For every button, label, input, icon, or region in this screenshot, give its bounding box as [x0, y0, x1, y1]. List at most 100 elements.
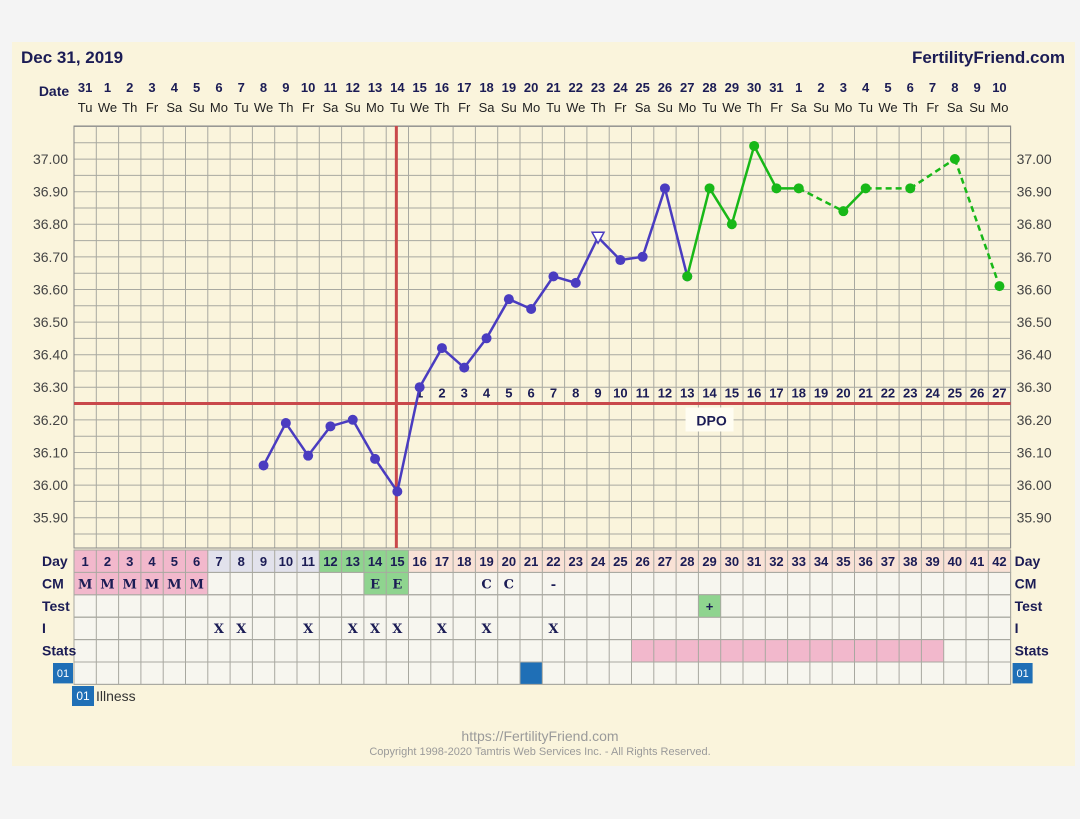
- intercourse-mark: X: [303, 622, 314, 637]
- temp-point: [860, 183, 871, 194]
- date-tick-label: 8: [951, 80, 958, 95]
- date-tick-label: 26: [658, 80, 672, 95]
- cycle-day-label: 33: [792, 554, 806, 569]
- cycle-day-label: 6: [193, 554, 200, 569]
- weekday-tick-label: Mo: [210, 100, 228, 115]
- cycle-day-label: 34: [814, 554, 829, 569]
- weekday-tick-label: Th: [747, 100, 762, 115]
- cycle-day-label: 2: [104, 554, 111, 569]
- illness-cell: [520, 662, 543, 685]
- temp-point: [503, 294, 514, 305]
- date-tick-label: 7: [238, 80, 245, 95]
- cycle-day-label: 42: [992, 554, 1006, 569]
- row-label-left: Day: [42, 553, 68, 569]
- series-segment: [530, 275, 555, 310]
- date-tick-label: 31: [769, 80, 783, 95]
- data-rows: [53, 549, 1033, 685]
- date-tick-label: 5: [193, 80, 200, 95]
- day-cell: [765, 550, 788, 573]
- cycle-day-label: 29: [702, 554, 716, 569]
- stats-cell: [832, 639, 855, 662]
- cm-cell-menses: [185, 572, 208, 595]
- intercourse-mark: X: [392, 622, 403, 637]
- weekday-tick-label: We: [566, 100, 585, 115]
- test-cell: [698, 594, 721, 618]
- row-label-right: I: [1015, 620, 1019, 636]
- cycle-day-label: 32: [769, 554, 783, 569]
- date-tick-label: 9: [974, 80, 981, 95]
- y-tick-label-right: 36.70: [1017, 249, 1052, 265]
- temp-point: [392, 486, 403, 497]
- stats-cell: [720, 639, 743, 662]
- cycle-day-label: 16: [412, 554, 426, 569]
- temp-point: [682, 271, 693, 282]
- series-segment: [418, 347, 444, 388]
- legend: 01 Illness: [72, 686, 136, 706]
- cycle-day-label: 9: [260, 554, 267, 569]
- day-cell: [453, 550, 476, 573]
- stats-cell: [876, 639, 900, 662]
- day-cell: [140, 550, 164, 573]
- series-segment: [663, 188, 689, 277]
- weekday-tick-label: Tu: [390, 100, 405, 115]
- day-cell: [319, 550, 342, 573]
- site-name[interactable]: FertilityFriend.com: [911, 48, 1065, 67]
- y-tick-label-left: 37.00: [33, 151, 68, 167]
- dpo-tick-label: 26: [970, 386, 984, 401]
- day-cell: [988, 550, 1011, 573]
- cycle-day-label: 37: [881, 554, 895, 569]
- weekday-tick-label: Tu: [546, 100, 561, 115]
- cm-cell-menses: [118, 572, 141, 595]
- weekday-tick-label: Mo: [990, 100, 1008, 115]
- cycle-day-label: 30: [725, 554, 739, 569]
- date-tick-label: 28: [702, 80, 716, 95]
- cycle-day-label: 39: [925, 554, 939, 569]
- day-cell: [720, 550, 743, 573]
- weekday-tick-label: We: [878, 100, 897, 115]
- weekday-tick-label: Su: [501, 100, 517, 115]
- cycle-day-label: 20: [502, 554, 516, 569]
- intercourse-mark: X: [437, 622, 448, 637]
- dpo-tick-label: 17: [769, 386, 783, 401]
- date-tick-label: 19: [502, 80, 516, 95]
- day-cell: [408, 550, 431, 573]
- dpo-tick-label: 9: [594, 386, 601, 401]
- cycle-day-label: 17: [435, 554, 449, 569]
- cycle-day-label: 21: [524, 554, 538, 569]
- temp-point: [347, 414, 358, 425]
- intercourse-mark: X: [548, 622, 559, 637]
- series-segment: [730, 145, 756, 225]
- day-cell: [743, 550, 766, 573]
- weekday-tick-label: Mo: [678, 100, 696, 115]
- weekday-tick-label: Th: [278, 100, 293, 115]
- cm-cell-menses: [140, 572, 164, 595]
- day-cell: [564, 550, 587, 573]
- dpo-tick-label: 7: [550, 386, 557, 401]
- y-tick-label-left: 36.50: [33, 314, 68, 330]
- y-tick-label-left: 36.20: [33, 412, 68, 428]
- cm-cell-menses: [74, 572, 97, 595]
- date-tick-label: 1: [795, 80, 802, 95]
- row-label-right: CM: [1015, 575, 1037, 591]
- chart-date: Dec 31, 2019: [21, 48, 124, 67]
- series-segment: [686, 188, 711, 277]
- day-cell: [230, 550, 253, 573]
- series-segment: [374, 458, 399, 493]
- cm-mark: M: [167, 577, 181, 592]
- temp-point: [838, 206, 849, 217]
- day-cell: [163, 550, 186, 573]
- y-tick-label-left: 36.60: [33, 281, 68, 297]
- footer-url[interactable]: https://FertilityFriend.com: [461, 728, 619, 744]
- y-tick-label-right: 36.90: [1017, 184, 1052, 200]
- date-tick-label: 29: [725, 80, 739, 95]
- intercourse-mark: X: [482, 622, 493, 637]
- weekday-tick-label: Th: [903, 100, 918, 115]
- stats-cell: [653, 639, 677, 662]
- weekday-tick-label: Su: [969, 100, 985, 115]
- weekday-tick-label: We: [254, 100, 273, 115]
- weekday-tick-label: Sa: [479, 100, 496, 115]
- dpo-tick-label: 6: [528, 386, 535, 401]
- day-cell: [586, 550, 610, 573]
- y-tick-label-right: 36.80: [1017, 216, 1052, 232]
- day-cell: [921, 550, 944, 573]
